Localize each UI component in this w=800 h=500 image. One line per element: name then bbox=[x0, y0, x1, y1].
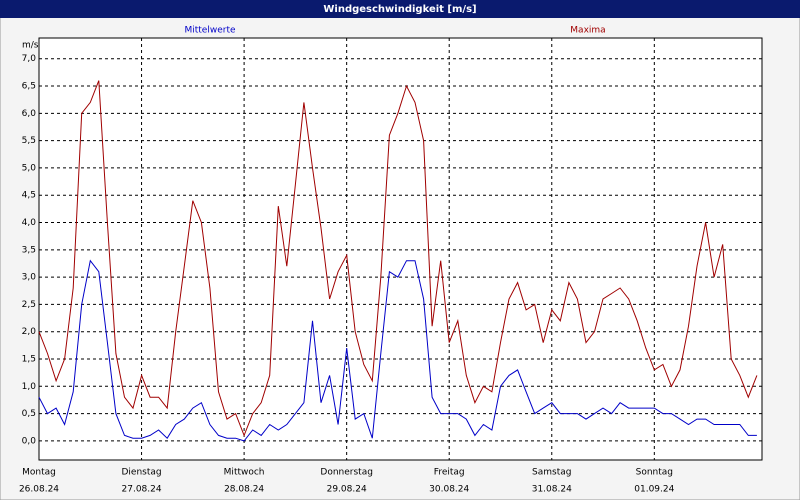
chart-title: Windgeschwindigkeit [m/s] bbox=[323, 4, 476, 15]
y-tick-label: 0,0 bbox=[22, 436, 37, 446]
x-tick-label: Dienstag bbox=[121, 468, 161, 478]
y-tick-label: 1,0 bbox=[22, 382, 37, 392]
x-tick-date: 01.09.24 bbox=[634, 485, 674, 495]
x-tick-label: Donnerstag bbox=[320, 468, 373, 478]
y-tick-label: 5,0 bbox=[22, 163, 37, 173]
plot-area bbox=[38, 37, 763, 461]
y-tick-label: 5,5 bbox=[22, 136, 36, 146]
series-line bbox=[38, 80, 758, 437]
y-tick-label: 2,0 bbox=[22, 327, 37, 337]
x-tick-label: Sonntag bbox=[636, 468, 673, 478]
y-tick-label: 3,5 bbox=[22, 245, 36, 255]
legend-entry: Maxima bbox=[570, 26, 605, 36]
y-tick-label: 7,0 bbox=[22, 54, 37, 64]
x-tick-date: 28.08.24 bbox=[224, 485, 264, 495]
title-bar bbox=[0, 0, 800, 18]
y-tick-label: 6,5 bbox=[22, 82, 36, 92]
x-tick-date: 29.08.24 bbox=[327, 485, 367, 495]
y-tick-label: 0,5 bbox=[22, 409, 36, 419]
x-tick-label: Mittwoch bbox=[224, 468, 265, 478]
y-tick-label: 6,0 bbox=[22, 109, 37, 119]
series-line bbox=[38, 259, 757, 442]
x-tick-date: 30.08.24 bbox=[429, 485, 469, 495]
y-tick-label: 1,5 bbox=[22, 355, 36, 365]
x-tick-label: Freitag bbox=[434, 468, 465, 478]
y-axis-label: m/s bbox=[22, 41, 39, 51]
y-tick-label: 2,5 bbox=[22, 300, 36, 310]
y-tick-label: 4,0 bbox=[22, 218, 37, 228]
x-tick-label: Samstag bbox=[532, 468, 571, 478]
x-tick-label: Montag bbox=[22, 468, 56, 478]
x-tick-date: 27.08.24 bbox=[122, 485, 162, 495]
y-tick-label: 4,5 bbox=[22, 191, 36, 201]
x-tick-date: 26.08.24 bbox=[19, 485, 59, 495]
x-tick-date: 31.08.24 bbox=[532, 485, 572, 495]
y-tick-label: 3,0 bbox=[22, 273, 37, 283]
legend-entry: Mittelwerte bbox=[184, 26, 235, 36]
